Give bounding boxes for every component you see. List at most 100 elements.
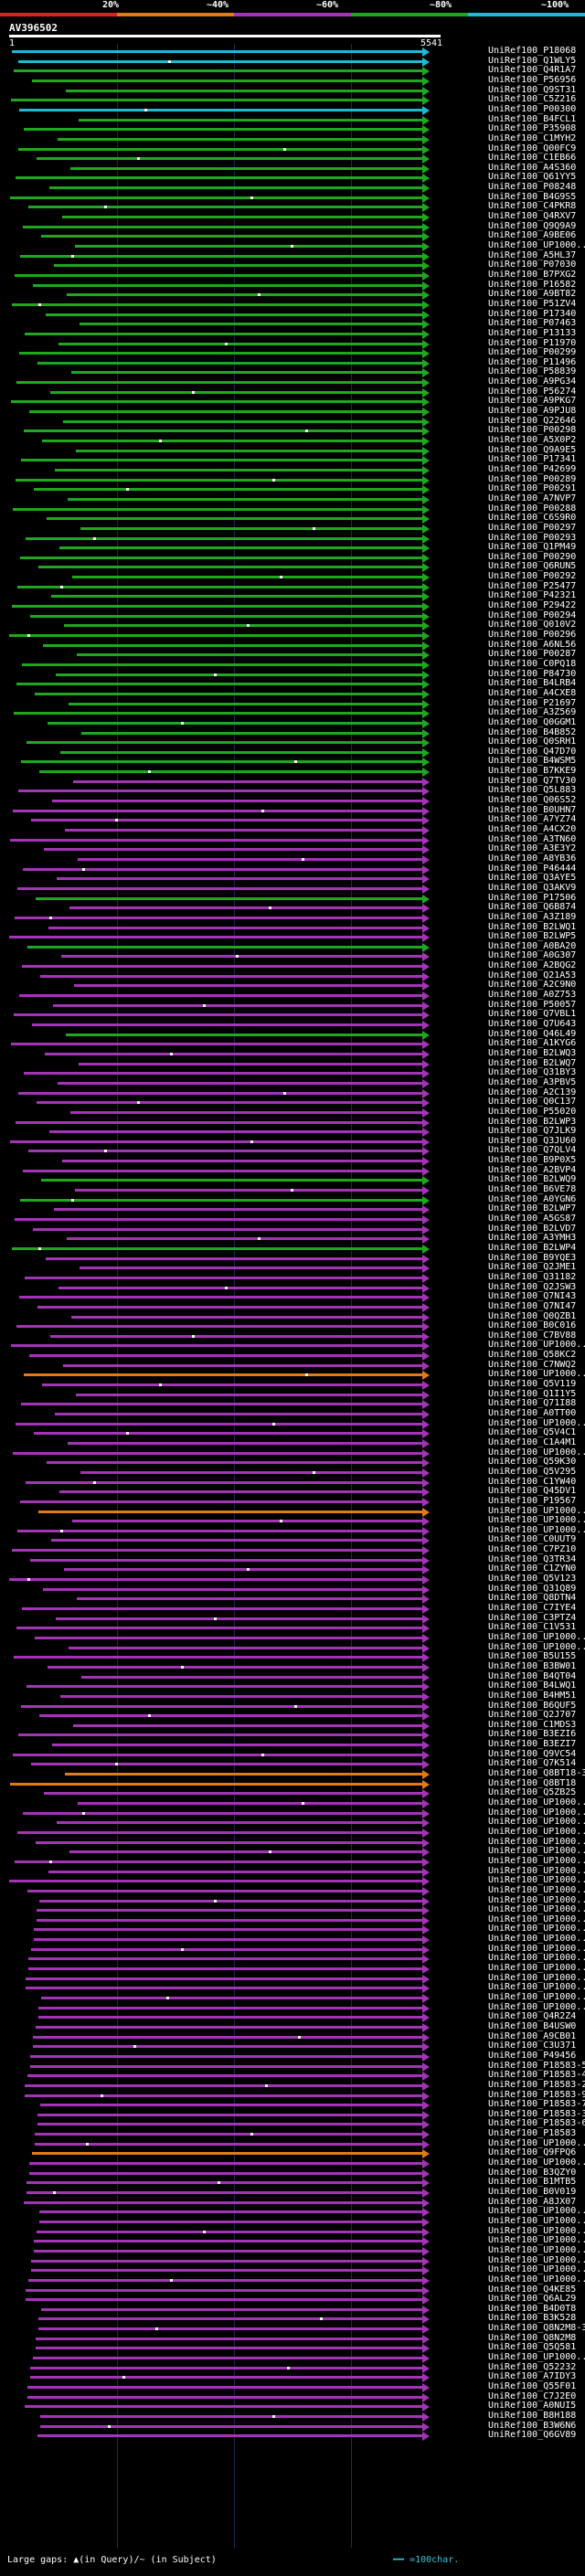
hit-row[interactable]: UniRef100_Q5Q581 [0,2342,585,2354]
hit-label[interactable]: UniRef100_Q3AKV9 [488,882,577,893]
hit-label[interactable]: UniRef100_Q9VC54 [488,1748,577,1759]
hit-row[interactable]: UniRef100_A5X0P2 [0,435,585,447]
hit-label[interactable]: UniRef100_P18583-6 [488,2118,585,2129]
hit-row[interactable]: UniRef100_Q010V2 [0,620,585,631]
hit-row[interactable]: UniRef100_B6VE78 [0,1184,585,1196]
hit-label[interactable]: UniRef100_Q3AYE5 [488,873,577,884]
hit-label[interactable]: UniRef100_P00290 [488,551,577,562]
hit-label[interactable]: UniRef100_Q2J707 [488,1710,577,1721]
hit-label[interactable]: UniRef100_Q55F01 [488,2381,577,2391]
hit-label[interactable]: UniRef100_Q0SRH1 [488,737,577,747]
hit-row[interactable]: UniRef100_Q47D70 [0,747,585,758]
hit-row[interactable]: UniRef100_C1ZYN0 [0,1564,585,1575]
hit-label[interactable]: UniRef100_B0V019 [488,2187,577,2197]
hit-label[interactable]: UniRef100_P00289 [488,473,577,484]
hit-row[interactable]: UniRef100_Q31Q89 [0,1584,585,1595]
hit-label[interactable]: UniRef100_Q2JME1 [488,1262,577,1273]
hit-row[interactable]: UniRef100_UP1000... [0,1817,585,1829]
hit-row[interactable]: UniRef100_P18583-9 [0,2090,585,2102]
hit-row[interactable]: UniRef100_P00297 [0,523,585,535]
hit-row[interactable]: UniRef100_B8H188 [0,2411,585,2422]
hit-label[interactable]: UniRef100_P18583-9 [488,2089,585,2100]
hit-row[interactable]: UniRef100_P51ZV4 [0,299,585,311]
hit-label[interactable]: UniRef100_B4WSM5 [488,756,577,767]
hit-label[interactable]: UniRef100_A2BQG2 [488,960,577,971]
hit-label[interactable]: UniRef100_B0UHN7 [488,804,577,815]
hit-row[interactable]: UniRef100_Q46L49 [0,1029,585,1041]
hit-row[interactable]: UniRef100_A3TN60 [0,834,585,846]
hit-row[interactable]: UniRef100_A8JX07 [0,2197,585,2209]
hit-row[interactable]: UniRef100_B4LRB4 [0,678,585,690]
hit-row[interactable]: UniRef100_P84730 [0,669,585,681]
hit-row[interactable]: UniRef100_A8YB36 [0,853,585,865]
hit-label[interactable]: UniRef100_C3PTZ4 [488,1612,577,1623]
hit-row[interactable]: UniRef100_C7IYE4 [0,1603,585,1615]
hit-label[interactable]: UniRef100_A0YGN6 [488,1193,577,1204]
hit-label[interactable]: UniRef100_B8H188 [488,2410,577,2421]
hit-label[interactable]: UniRef100_B6VE78 [488,1184,577,1195]
hit-row[interactable]: UniRef100_A0TT00 [0,1408,585,1420]
hit-label[interactable]: UniRef100_A9PJU8 [488,406,577,417]
hit-row[interactable]: UniRef100_Q21A53 [0,970,585,982]
hit-label[interactable]: UniRef100_Q7TV30 [488,775,577,786]
hit-label[interactable]: UniRef100_C1ZYN0 [488,1564,577,1574]
hit-label[interactable]: UniRef100_Q7NI47 [488,1300,577,1311]
hit-row[interactable]: UniRef100_C7J2E0 [0,2391,585,2403]
hit-label[interactable]: UniRef100_P00287 [488,649,577,660]
hit-row[interactable]: UniRef100_P25477 [0,581,585,593]
hit-row[interactable]: UniRef100_P00291 [0,483,585,495]
hit-label[interactable]: UniRef100_A1KYG6 [488,1038,577,1049]
hit-row[interactable]: UniRef100_Q9VC54 [0,1749,585,1761]
hit-row[interactable]: UniRef100_B2LWP5 [0,931,585,943]
hit-row[interactable]: UniRef100_B4D0T8 [0,2304,585,2316]
hit-row[interactable]: UniRef100_B1MTB5 [0,2177,585,2189]
hit-label[interactable]: UniRef100_UP1000... [488,1904,585,1915]
hit-label[interactable]: UniRef100_Q7VBL1 [488,1009,577,1020]
hit-row[interactable]: UniRef100_C1A4M1 [0,1437,585,1449]
hit-label[interactable]: UniRef100_UP1000... [488,1982,585,1993]
hit-row[interactable]: UniRef100_A3YMH3 [0,1233,585,1245]
hit-row[interactable]: UniRef100_Q2JSW3 [0,1282,585,1294]
hit-label[interactable]: UniRef100_C3U371 [488,2041,577,2051]
hit-row[interactable]: UniRef100_B2LWQ3 [0,1048,585,1060]
hit-label[interactable]: UniRef100_Q59K30 [488,1457,577,1468]
hit-row[interactable]: UniRef100_Q1I1Y5 [0,1389,585,1401]
hit-row[interactable]: UniRef100_A6NL56 [0,640,585,652]
hit-label[interactable]: UniRef100_A8YB36 [488,853,577,864]
hit-row[interactable]: UniRef100_UP1000... [0,1875,585,1887]
hit-row[interactable]: UniRef100_UP1000... [0,1973,585,1985]
hit-row[interactable]: UniRef100_C1V531 [0,1622,585,1634]
hit-row[interactable]: UniRef100_Q59K30 [0,1457,585,1468]
hit-label[interactable]: UniRef100_P00300 [488,103,577,114]
hit-label[interactable]: UniRef100_C1MDS3 [488,1719,577,1730]
hit-row[interactable]: UniRef100_UP1000... [0,2216,585,2228]
hit-label[interactable]: UniRef100_Q3JU60 [488,1135,577,1146]
hit-label[interactable]: UniRef100_Q7U643 [488,1019,577,1029]
hit-label[interactable]: UniRef100_UP1000... [488,2274,585,2284]
hit-label[interactable]: UniRef100_P51ZV4 [488,298,577,309]
hit-label[interactable]: UniRef100_P18583-3 [488,2108,585,2119]
hit-label[interactable]: UniRef100_A3TN60 [488,833,577,844]
hit-row[interactable]: UniRef100_B7KKE9 [0,766,585,778]
hit-label[interactable]: UniRef100_C7IYE4 [488,1603,577,1613]
hit-row[interactable]: UniRef100_P00300 [0,104,585,116]
hit-row[interactable]: UniRef100_UP1000... [0,1982,585,1994]
hit-label[interactable]: UniRef100_UP1000... [488,2215,585,2226]
hit-row[interactable]: UniRef100_B2LWQ1 [0,922,585,934]
hit-label[interactable]: UniRef100_Q0GGM1 [488,716,577,727]
hit-label[interactable]: UniRef100_Q8BT18 [488,1777,577,1788]
hit-row[interactable]: UniRef100_P21697 [0,698,585,710]
hit-label[interactable]: UniRef100_B5U155 [488,1651,577,1662]
hit-row[interactable]: UniRef100_A0Z753 [0,990,585,1002]
hit-label[interactable]: UniRef100_B2LWQ3 [488,1047,577,1058]
hit-label[interactable]: UniRef100_UP1000... [488,1807,585,1818]
hit-label[interactable]: UniRef100_Q9FPQ6 [488,2147,577,2158]
hit-row[interactable]: UniRef100_C0PQ18 [0,659,585,671]
hit-row[interactable]: UniRef100_Q7K514 [0,1758,585,1770]
hit-label[interactable]: UniRef100_C7BV88 [488,1330,577,1341]
hit-label[interactable]: UniRef100_P00291 [488,483,577,494]
hit-label[interactable]: UniRef100_A5HL37 [488,249,577,260]
hit-label[interactable]: UniRef100_UP1000... [488,2235,585,2246]
hit-label[interactable]: UniRef100_P49456 [488,2050,577,2061]
hit-row[interactable]: UniRef100_P17506 [0,893,585,905]
